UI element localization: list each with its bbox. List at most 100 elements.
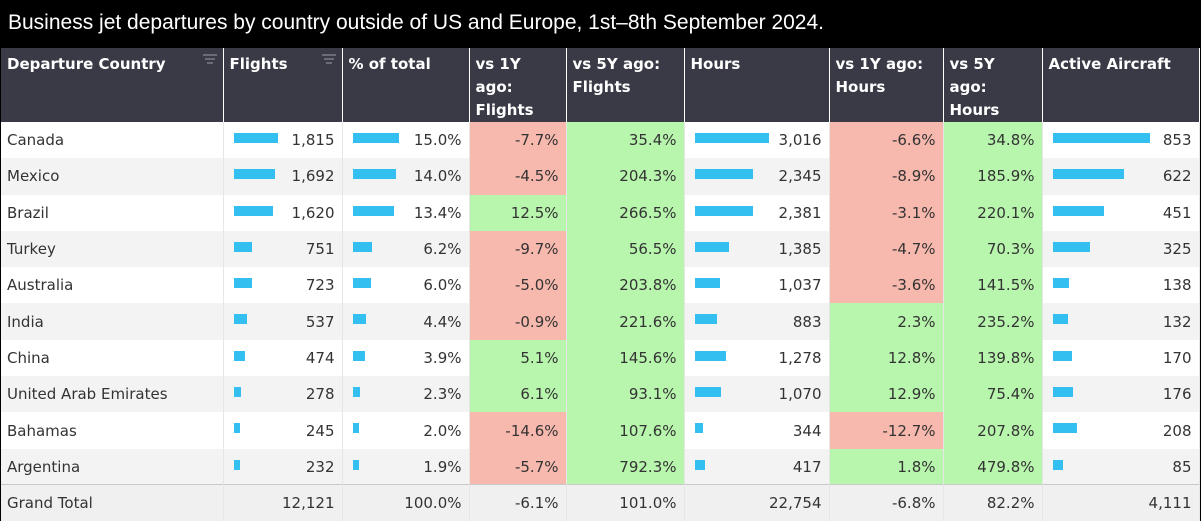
pct-total-cell-value: 2.3% — [423, 385, 462, 404]
pct-total-cell-value: 3.9% — [423, 348, 462, 367]
grand-total-row: Grand Total 12,121 100.0% -6.1% 101.0% 22,754… — [1, 484, 1200, 521]
vs1y-hours-cell: 2.3% — [829, 303, 944, 340]
vs1y-hours-cell: -12.7% — [829, 412, 944, 449]
page-title: Business jet departures by country outsi… — [0, 0, 1201, 46]
vs5y-hours-cell: 207.8% — [943, 412, 1043, 449]
flights-cell: 232 — [223, 448, 343, 485]
pct-total-cell-value: 1.9% — [423, 457, 462, 476]
active-aircraft-cell: 853 — [1042, 122, 1200, 159]
pct-total-cell-value: 6.0% — [423, 276, 462, 295]
active-aircraft-cell: 208 — [1042, 412, 1200, 449]
vs1y-flights-cell: 5.1% — [469, 339, 567, 377]
table-row[interactable]: Mexico 1,692 14.0% -4.5% 204.3% 2,345 -8.9% 185… — [1, 158, 1200, 195]
table-row[interactable]: Argentina 232 1.9% -5.7% 792.3% 417 1.8% 479.8%… — [1, 448, 1200, 485]
flights-cell: 537 — [223, 303, 343, 340]
table-row[interactable]: Canada 1,815 15.0% -7.7% 35.4% 3,016 -6.6% 34.8… — [1, 122, 1200, 159]
pct-total-cell-value: 15.0% — [413, 131, 462, 150]
vs1y-flights-cell: 12.5% — [469, 194, 567, 231]
vs1y-flights-cell: 6.1% — [469, 376, 567, 413]
flights-cell-bar — [233, 350, 245, 361]
table-row[interactable]: Bahamas 245 2.0% -14.6% 107.6% 344 -12.7% 207.8… — [1, 412, 1200, 449]
column-header-5[interactable]: Hours — [684, 48, 830, 122]
flights-cell-bar — [233, 459, 240, 470]
table-row[interactable]: India 537 4.4% -0.9% 221.6% 883 2.3% 235.2% 132 — [1, 303, 1200, 340]
pct-total-cell-value: 14.0% — [413, 167, 462, 186]
column-header-2[interactable]: % of total — [342, 48, 470, 122]
column-header-8[interactable]: Active Aircraft — [1042, 48, 1200, 122]
column-header-label: Active Aircraft — [1048, 55, 1171, 73]
column-header-7[interactable]: vs 5Y ago: Hours — [943, 48, 1043, 122]
hours-cell-bar — [694, 241, 729, 252]
flights-cell: 245 — [223, 412, 343, 449]
column-header-6[interactable]: vs 1Y ago: Hours — [829, 48, 944, 122]
pct-total-cell-bar — [352, 241, 372, 252]
departures-table: Departure Country Flights % of total vs 1Y … — [1, 48, 1200, 521]
pct-total-cell-bar — [352, 459, 359, 470]
active-aircraft-cell-bar — [1052, 205, 1104, 216]
flights-cell: 474 — [223, 339, 343, 377]
active-aircraft-cell-value: 170 — [1162, 348, 1192, 367]
country-cell: China — [1, 339, 224, 377]
column-header-4[interactable]: vs 5Y ago: Flights — [566, 48, 685, 122]
vs1y-flights-cell: -5.0% — [469, 267, 567, 304]
active-aircraft-cell-value: 451 — [1162, 203, 1192, 222]
column-header-0[interactable]: Departure Country — [1, 48, 224, 122]
column-header-1[interactable]: Flights — [223, 48, 343, 122]
hours-cell-value: 883 — [792, 312, 822, 331]
pct-total-cell: 13.4% — [342, 194, 470, 231]
pct-total-cell-bar — [352, 350, 365, 361]
active-aircraft-cell-bar — [1052, 314, 1068, 325]
country-cell: Bahamas — [1, 412, 224, 449]
pct-total-cell-bar — [352, 205, 394, 216]
vs5y-hours-cell: 139.8% — [943, 339, 1043, 377]
hours-cell: 3,016 — [684, 122, 830, 159]
table-body: Canada 1,815 15.0% -7.7% 35.4% 3,016 -6.6% 34.8… — [1, 122, 1200, 521]
grand-total-label: Grand Total — [1, 484, 224, 521]
table-row[interactable]: United Arab Emirates 278 2.3% 6.1% 93.1% 1,07… — [1, 376, 1200, 413]
active-aircraft-cell: 85 — [1042, 448, 1200, 485]
flights-cell-bar — [233, 278, 252, 289]
total-vs1y-hours: -6.8% — [829, 484, 944, 521]
active-aircraft-cell: 451 — [1042, 194, 1200, 231]
total-hours: 22,754 — [684, 484, 830, 521]
country-cell: United Arab Emirates — [1, 376, 224, 413]
flights-cell-bar — [233, 133, 278, 143]
table-row[interactable]: Brazil 1,620 13.4% 12.5% 266.5% 2,381 -3.1% 220… — [1, 194, 1200, 231]
hours-cell: 883 — [684, 303, 830, 340]
country-cell: Turkey — [1, 230, 224, 268]
column-header-label-line2: Hours — [949, 101, 1000, 119]
hours-cell: 1,278 — [684, 339, 830, 377]
pct-total-cell: 3.9% — [342, 339, 470, 377]
table-row[interactable]: Australia 723 6.0% -5.0% 203.8% 1,037 -3.6% 141… — [1, 267, 1200, 304]
flights-cell: 1,815 — [223, 122, 343, 159]
country-cell: Brazil — [1, 194, 224, 231]
hours-cell-bar — [694, 314, 717, 325]
filter-icon[interactable] — [202, 54, 217, 64]
active-aircraft-cell: 176 — [1042, 376, 1200, 413]
vs1y-flights-cell: -4.5% — [469, 158, 567, 195]
vs5y-hours-cell: 75.4% — [943, 376, 1043, 413]
pct-total-cell-value: 6.2% — [423, 240, 462, 259]
hours-cell-bar — [694, 350, 726, 361]
hours-cell-value: 2,345 — [778, 167, 822, 186]
hours-cell: 344 — [684, 412, 830, 449]
hours-cell-value: 3,016 — [778, 131, 822, 150]
table-row[interactable]: China 474 3.9% 5.1% 145.6% 1,278 12.8% 139.8% 17… — [1, 339, 1200, 377]
vs5y-hours-cell: 185.9% — [943, 158, 1043, 195]
table-row[interactable]: Turkey 751 6.2% -9.7% 56.5% 1,385 -4.7% 70.3% 32… — [1, 230, 1200, 268]
total-vs5y-flights: 101.0% — [566, 484, 685, 521]
column-header-label: vs 1Y ago: — [475, 55, 521, 96]
active-aircraft-cell-bar — [1052, 241, 1090, 252]
column-header-label: Departure Country — [7, 55, 166, 73]
active-aircraft-cell-bar — [1052, 169, 1124, 180]
vs1y-hours-cell: 12.8% — [829, 339, 944, 377]
column-header-label: vs 5Y ago: — [572, 55, 661, 73]
pct-total-cell: 6.2% — [342, 230, 470, 268]
vs5y-flights-cell: 56.5% — [566, 230, 685, 268]
hours-cell-value: 1,385 — [778, 240, 822, 259]
vs1y-flights-cell: -5.7% — [469, 448, 567, 485]
column-header-3[interactable]: vs 1Y ago: Flights — [469, 48, 567, 122]
filter-icon[interactable] — [321, 54, 336, 64]
country-cell: Mexico — [1, 158, 224, 195]
country-cell: Australia — [1, 267, 224, 304]
